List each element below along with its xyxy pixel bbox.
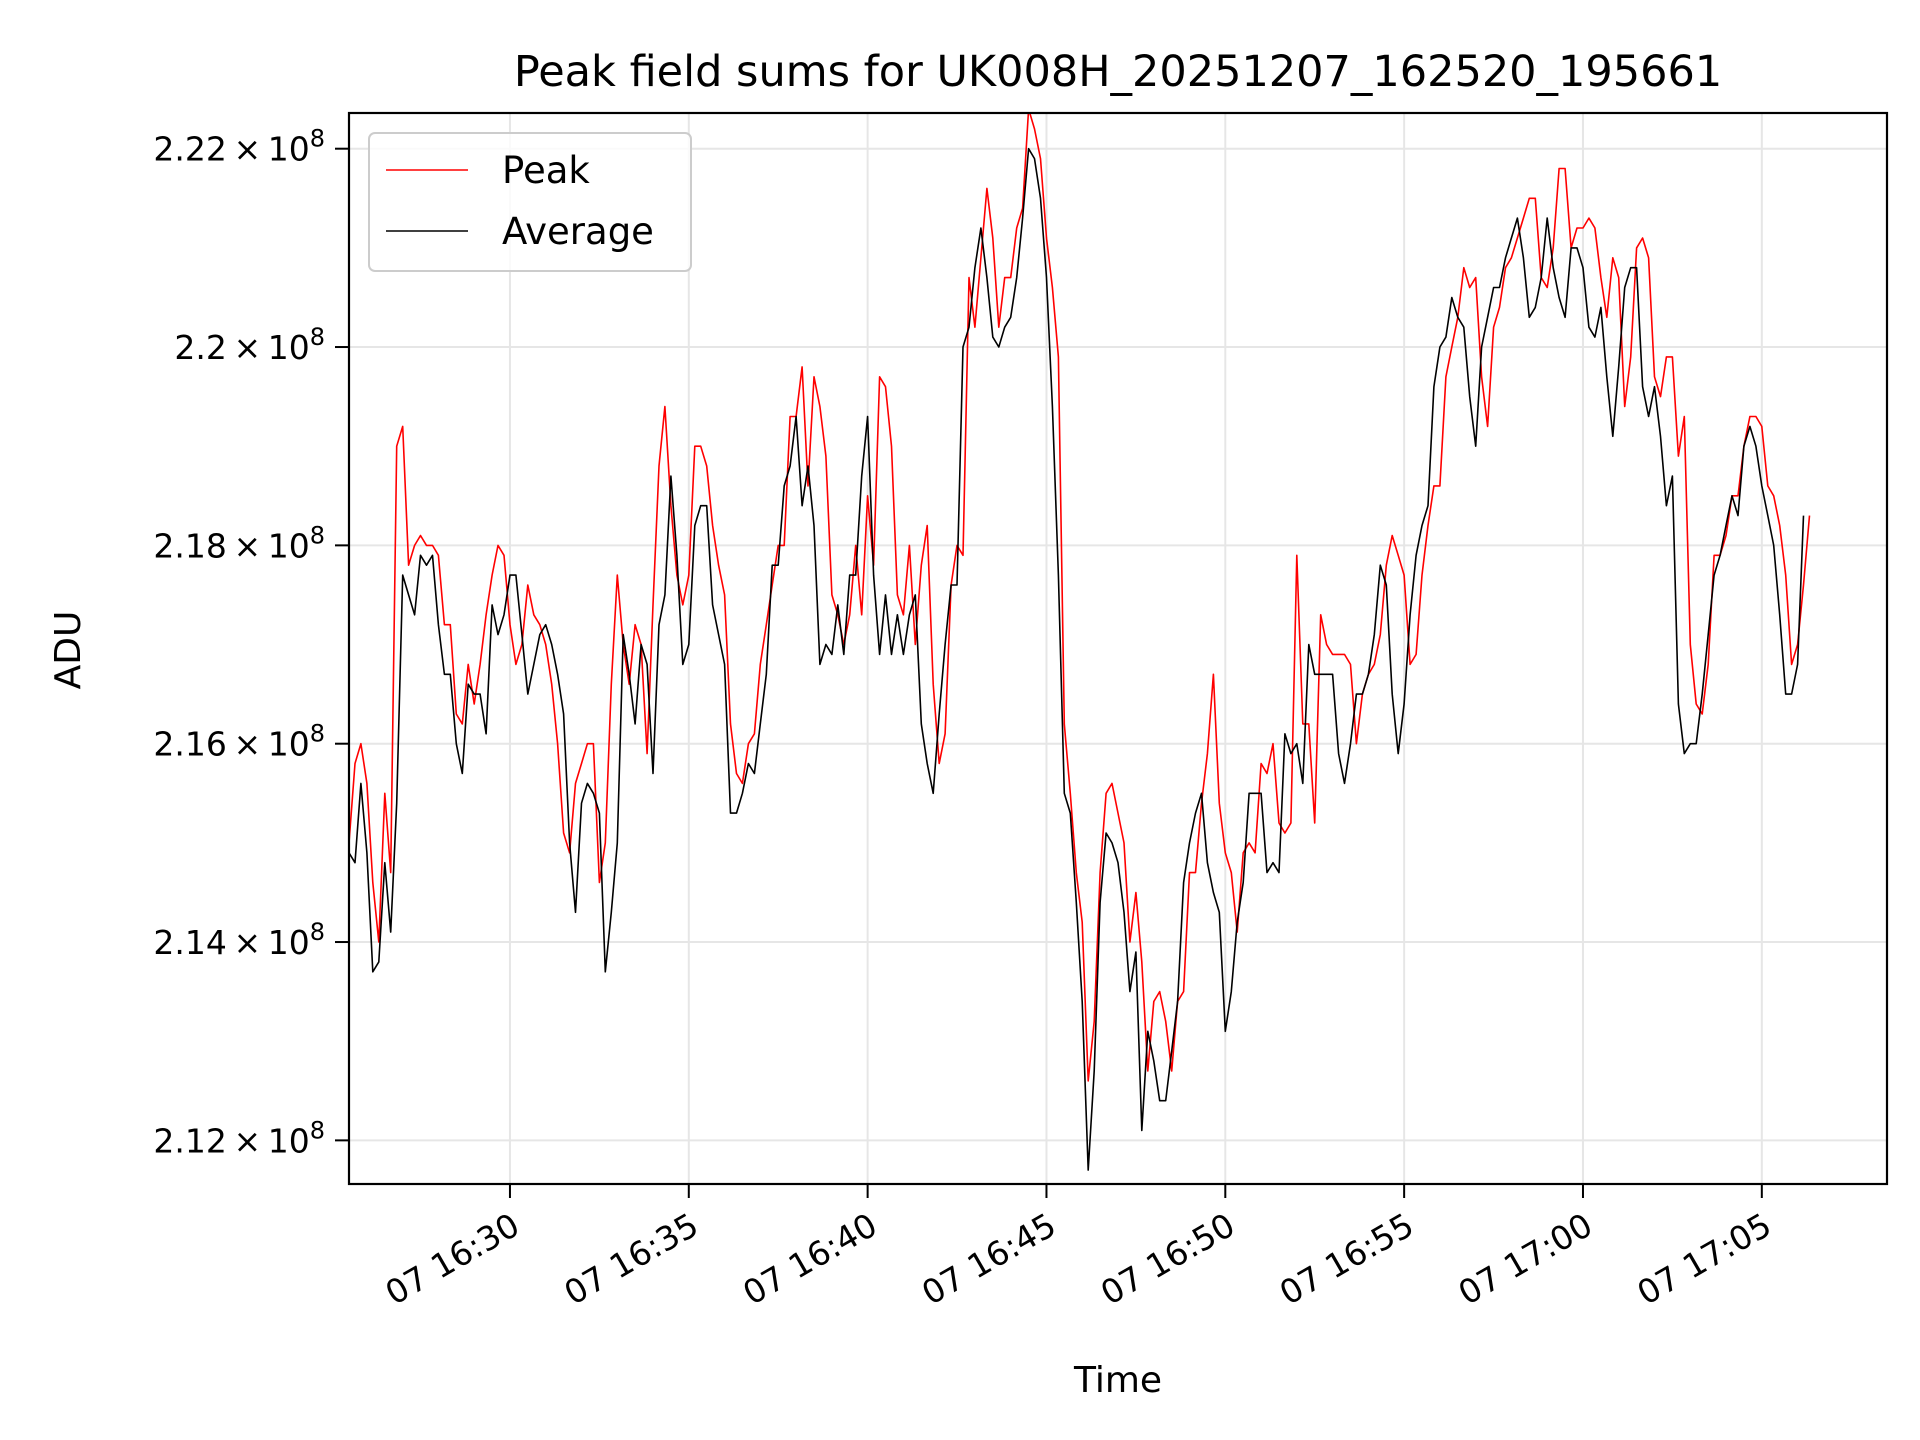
y-tick-label: 2.16 × 108 [153,720,325,764]
plot-frame [347,111,1889,1186]
y-tick-label: 2.14 × 108 [153,918,325,962]
y-tick-label: 2.18 × 108 [153,521,325,565]
series-line-average [349,147,1805,1171]
legend: Peak Average [368,132,692,272]
y-tick-label: 2.22 × 108 [153,125,325,169]
chart-title: Peak field sums for UK008H_20251207_1625… [514,47,1722,97]
y-axis: 2.12 × 108 2.14 × 108 2.16 × 108 2.18 × 108… [153,125,349,1160]
legend-label-peak: Peak [502,149,590,192]
legend-box [368,132,692,272]
legend-label-average: Average [502,210,654,253]
x-axis-label: Time [1073,1360,1162,1401]
series-line-peak [349,113,1811,1082]
y-tick-label: 2.2 × 108 [174,323,325,367]
series-lines [349,113,1811,1171]
y-axis-label: ADU [48,611,89,690]
y-tick-label: 2.12 × 108 [153,1116,325,1160]
